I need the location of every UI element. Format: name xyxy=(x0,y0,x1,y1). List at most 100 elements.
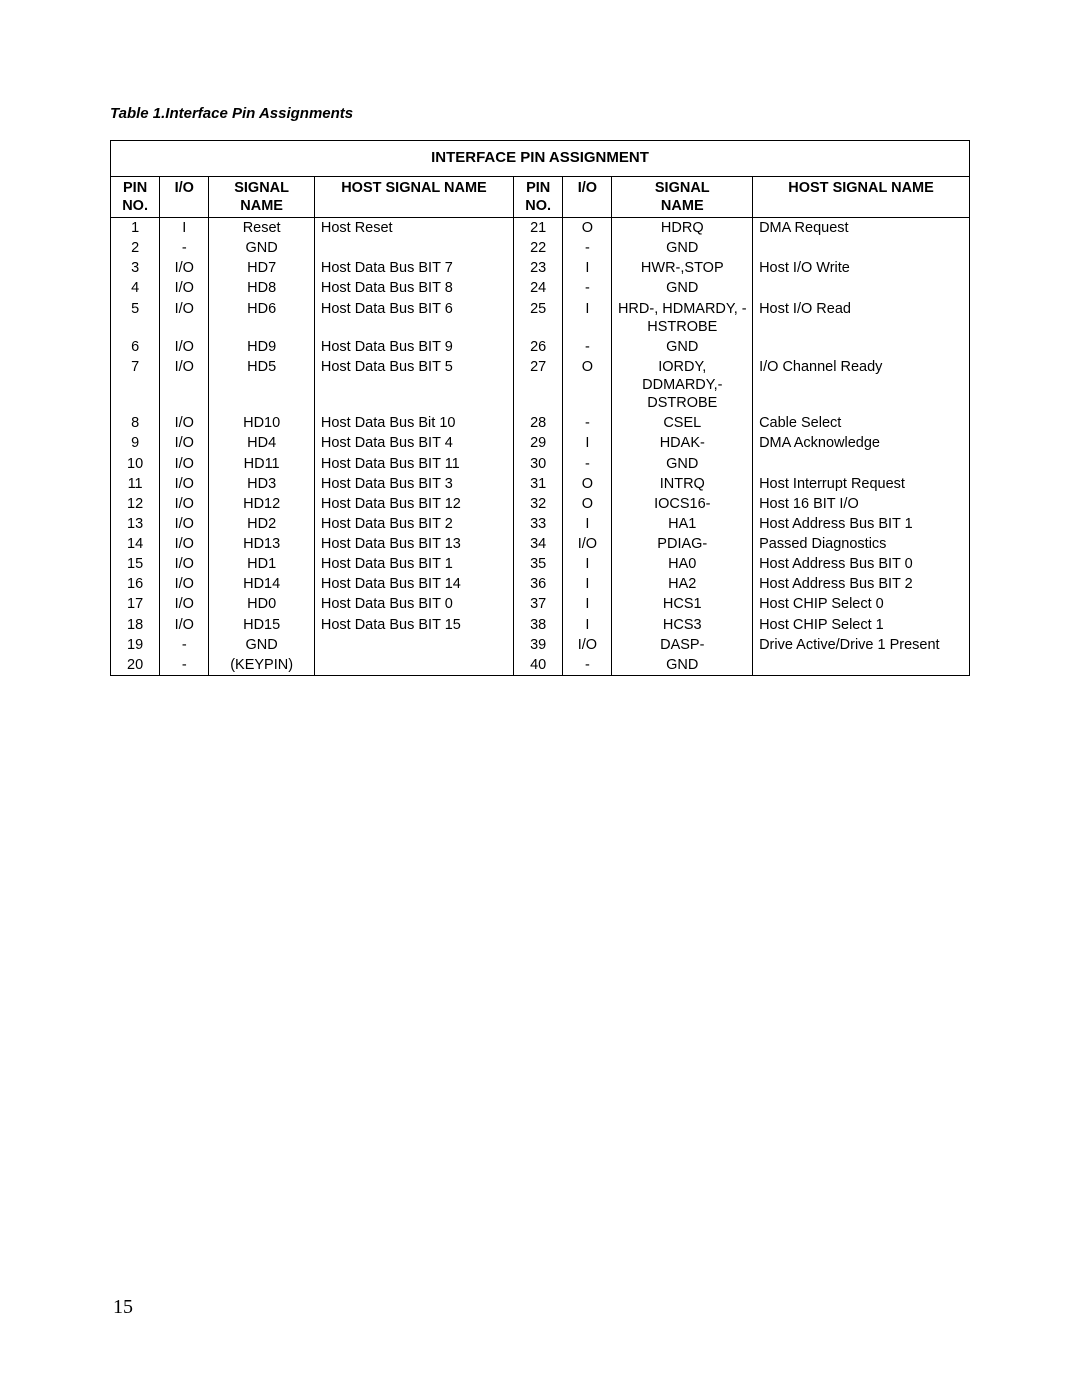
table-cell: I/O xyxy=(160,337,209,357)
table-cell: HD15 xyxy=(209,615,314,635)
table-cell: 34 xyxy=(514,534,563,554)
table-cell: I/O xyxy=(160,534,209,554)
table-row: 7I/OHD5Host Data Bus BIT 527OIORDY, DDMA… xyxy=(111,357,970,413)
table-cell: I/O xyxy=(160,574,209,594)
table-cell: - xyxy=(160,635,209,655)
table-cell: I/O xyxy=(160,278,209,298)
table-cell: HD11 xyxy=(209,454,314,474)
col-io-2: I/O xyxy=(563,176,612,217)
table-cell: 11 xyxy=(111,474,160,494)
table-cell: 4 xyxy=(111,278,160,298)
table-cell: 5 xyxy=(111,299,160,337)
table-cell: Passed Diagnostics xyxy=(753,534,970,554)
table-cell: 8 xyxy=(111,413,160,433)
page-number: 15 xyxy=(113,1296,133,1319)
table-cell: HWR-,STOP xyxy=(612,258,753,278)
table-cell: I/O xyxy=(160,474,209,494)
table-cell: I/O xyxy=(160,454,209,474)
table-row: 2-GND22-GND xyxy=(111,238,970,258)
table-cell: 1 xyxy=(111,218,160,239)
table-cell: HD1 xyxy=(209,554,314,574)
table-cell: Host Address Bus BIT 2 xyxy=(753,574,970,594)
table-cell: DMA Acknowledge xyxy=(753,433,970,453)
table-cell: Host Reset xyxy=(314,218,513,239)
table-cell: Host Address Bus BIT 0 xyxy=(753,554,970,574)
table-cell: 13 xyxy=(111,514,160,534)
table-cell: HD13 xyxy=(209,534,314,554)
table-cell: I/O xyxy=(160,594,209,614)
table-cell: HD3 xyxy=(209,474,314,494)
table-cell: Host Data Bus BIT 15 xyxy=(314,615,513,635)
table-row: 16I/OHD14Host Data Bus BIT 1436IHA2Host … xyxy=(111,574,970,594)
table-cell: I xyxy=(563,299,612,337)
col-signal-1: SIGNALNAME xyxy=(209,176,314,217)
table-cell: 14 xyxy=(111,534,160,554)
table-cell: 20 xyxy=(111,655,160,676)
table-cell xyxy=(753,278,970,298)
table-cell: I/O xyxy=(160,258,209,278)
table-cell: 40 xyxy=(514,655,563,676)
page: Table 1.Interface Pin Assignments INTERF… xyxy=(0,0,1080,676)
table-row: 1IResetHost Reset21OHDRQDMA Request xyxy=(111,218,970,239)
table-cell: Host Data Bus BIT 8 xyxy=(314,278,513,298)
table-cell: HCS1 xyxy=(612,594,753,614)
table-cell: HD12 xyxy=(209,494,314,514)
table-cell: Host Data Bus BIT 11 xyxy=(314,454,513,474)
table-cell: (KEYPIN) xyxy=(209,655,314,676)
col-host-1: HOST SIGNAL NAME xyxy=(314,176,513,217)
table-cell: 3 xyxy=(111,258,160,278)
table-cell: O xyxy=(563,474,612,494)
table-row: 8I/OHD10Host Data Bus Bit 1028-CSELCable… xyxy=(111,413,970,433)
table-cell: 38 xyxy=(514,615,563,635)
table-cell xyxy=(753,337,970,357)
table-row: 15I/OHD1Host Data Bus BIT 135IHA0Host Ad… xyxy=(111,554,970,574)
table-cell: 19 xyxy=(111,635,160,655)
table-cell: GND xyxy=(612,337,753,357)
table-cell: 9 xyxy=(111,433,160,453)
table-cell: HD10 xyxy=(209,413,314,433)
col-host-2: HOST SIGNAL NAME xyxy=(753,176,970,217)
table-cell: HCS3 xyxy=(612,615,753,635)
table-cell: I/O xyxy=(160,357,209,413)
table-cell: I xyxy=(563,433,612,453)
col-io-1: I/O xyxy=(160,176,209,217)
table-cell xyxy=(314,238,513,258)
table-cell: HD0 xyxy=(209,594,314,614)
table-cell: I/O xyxy=(160,299,209,337)
table-row: 18I/OHD15Host Data Bus BIT 1538IHCS3Host… xyxy=(111,615,970,635)
table-body: 1IResetHost Reset21OHDRQDMA Request2-GND… xyxy=(111,218,970,676)
table-cell: Host Data Bus BIT 0 xyxy=(314,594,513,614)
table-cell: O xyxy=(563,218,612,239)
table-row: 14I/OHD13Host Data Bus BIT 1334I/OPDIAG-… xyxy=(111,534,970,554)
table-cell: 15 xyxy=(111,554,160,574)
table-cell: 22 xyxy=(514,238,563,258)
col-signal-2: SIGNALNAME xyxy=(612,176,753,217)
table-cell: - xyxy=(563,655,612,676)
table-cell: I/O xyxy=(563,534,612,554)
table-cell: HD2 xyxy=(209,514,314,534)
table-row: 20-(KEYPIN)40-GND xyxy=(111,655,970,676)
table-row: 5I/OHD6Host Data Bus BIT 625IHRD-, HDMAR… xyxy=(111,299,970,337)
table-cell: I/O xyxy=(160,554,209,574)
table-cell: GND xyxy=(612,278,753,298)
table-cell: IOCS16- xyxy=(612,494,753,514)
table-cell: 26 xyxy=(514,337,563,357)
table-cell: I/O xyxy=(160,494,209,514)
col-pin-no-2: PINNO. xyxy=(514,176,563,217)
table-row: 12I/OHD12Host Data Bus BIT 1232OIOCS16-H… xyxy=(111,494,970,514)
table-cell: CSEL xyxy=(612,413,753,433)
table-cell: I xyxy=(563,615,612,635)
table-cell: 7 xyxy=(111,357,160,413)
table-cell: I/O xyxy=(563,635,612,655)
table-cell: Host 16 BIT I/O xyxy=(753,494,970,514)
table-cell: 32 xyxy=(514,494,563,514)
table-cell: I xyxy=(563,514,612,534)
table-cell: 31 xyxy=(514,474,563,494)
table-cell: Host Data Bus BIT 5 xyxy=(314,357,513,413)
table-cell: 16 xyxy=(111,574,160,594)
table-cell: I/O xyxy=(160,514,209,534)
table-cell: Host Data Bus BIT 1 xyxy=(314,554,513,574)
table-row: 11I/OHD3Host Data Bus BIT 331OINTRQHost … xyxy=(111,474,970,494)
table-cell: IORDY, DDMARDY,-DSTROBE xyxy=(612,357,753,413)
table-cell: HD4 xyxy=(209,433,314,453)
